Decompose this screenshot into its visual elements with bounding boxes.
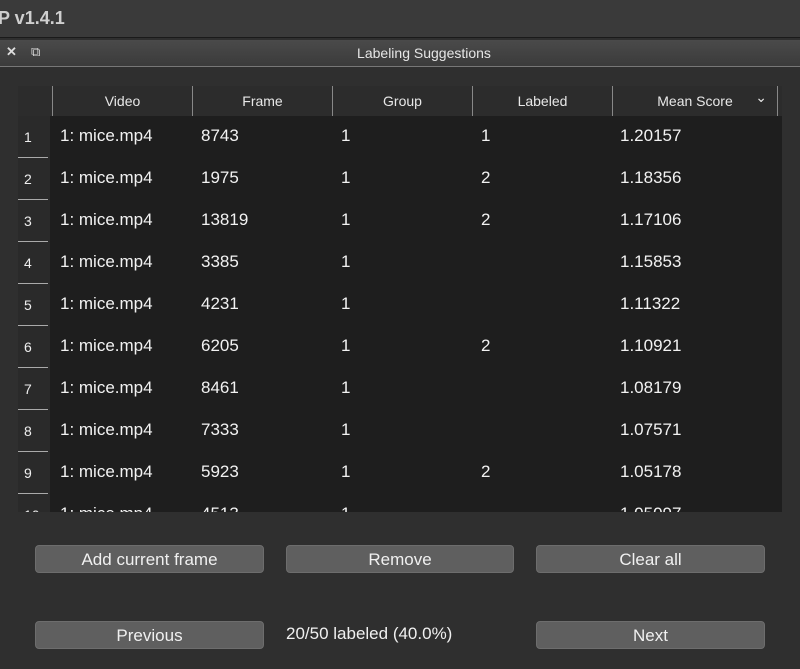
column-header-frame[interactable]: Frame [192,86,332,116]
suggestions-table[interactable]: Video Frame Group Labeled Mean Score ⌄ 1 1: mi… [18,86,782,512]
dialog-title: Labeling Suggestions [357,45,491,61]
cell-mean-score: 1.08179 [620,378,682,397]
cell-group: 1 [341,504,350,512]
row-number: 9 [18,452,50,494]
cell-video: 1: mice.mp4 [60,294,153,313]
dialog-title-bar[interactable]: ✕ ⧉ Labeling Suggestions [0,40,800,67]
column-header-video[interactable]: Video [52,86,192,116]
cell-group: 1 [341,126,351,145]
column-header-labeled[interactable]: Labeled [472,86,612,116]
cell-video: 1: mice.mp4 [60,378,153,397]
row-number: 10 [18,494,50,512]
cell-video: 1: mice.mp4 [60,462,153,481]
cell-video: 1: mice.mp4 [60,210,153,229]
cell-mean-score: 1.18356 [620,168,682,187]
cell-mean-score: 1.20157 [620,126,682,145]
cell-frame: 1975 [201,168,239,187]
cell-group: 1 [341,210,351,229]
cell-group: 1 [341,252,351,271]
row-number: 3 [18,200,50,242]
cell-frame: 13819 [201,210,249,229]
cell-mean-score: 1.05178 [620,462,682,481]
cell-frame: 8743 [201,126,239,145]
cell-labeled: 2 [481,336,491,355]
table-header: Video Frame Group Labeled Mean Score ⌄ [18,86,782,116]
next-button[interactable]: Next [536,621,765,649]
cell-labeled: 2 [481,462,491,481]
cell-frame: 3385 [201,252,239,271]
cell-mean-score: 1.07571 [620,420,682,439]
row-number: 8 [18,410,50,452]
cell-mean-score: 1.17106 [620,210,682,229]
cell-video: 1: mice.mp4 [60,336,153,355]
add-current-frame-button[interactable]: Add current frame [35,545,264,573]
row-number: 5 [18,284,50,326]
cell-group: 1 [341,378,351,397]
app-title: P v1.4.1 [0,8,65,28]
row-number: 6 [18,326,50,368]
cell-video: 1: mice.mp4 [60,252,153,271]
cell-mean-score: 1.05097 [620,504,681,512]
cell-mean-score: 1.11322 [620,294,681,313]
cell-frame: 6205 [201,336,239,355]
cell-group: 1 [341,336,351,355]
remove-button[interactable]: Remove [286,545,514,573]
cell-labeled: 1 [481,126,491,145]
app-title-bar: P v1.4.1 [0,0,800,38]
row-number: 2 [18,158,50,200]
cell-mean-score: 1.15853 [620,252,682,271]
cell-labeled: 2 [481,168,491,187]
row-number: 7 [18,368,50,410]
row-number: 1 [18,116,50,158]
labeled-status: 20/50 labeled (40.0%) [286,624,453,643]
cell-frame: 4231 [201,294,239,313]
cell-video: 1: mice.mp4 [60,504,153,512]
cell-group: 1 [341,294,351,313]
chevron-down-icon[interactable]: ⌄ [755,89,767,105]
cell-group: 1 [341,168,351,187]
cell-frame: 5923 [201,462,239,481]
cell-group: 1 [341,420,351,439]
cell-frame: 8461 [201,378,239,397]
cell-labeled: 2 [481,210,491,229]
column-label: Mean Score [657,93,733,109]
clear-all-button[interactable]: Clear all [536,545,765,573]
cell-video: 1: mice.mp4 [60,420,153,439]
close-icon[interactable]: ✕ [6,44,17,59]
cell-video: 1: mice.mp4 [60,126,153,145]
cell-video: 1: mice.mp4 [60,168,153,187]
cell-mean-score: 1.10921 [620,336,682,355]
cell-frame: 4513 [201,504,239,512]
restore-icon[interactable]: ⧉ [31,44,41,59]
cell-group: 1 [341,462,351,481]
column-header-mean-score[interactable]: Mean Score ⌄ [612,86,778,116]
column-header-group[interactable]: Group [332,86,472,116]
cell-frame: 7333 [201,420,239,439]
previous-button[interactable]: Previous [35,621,264,649]
row-number: 4 [18,242,50,284]
